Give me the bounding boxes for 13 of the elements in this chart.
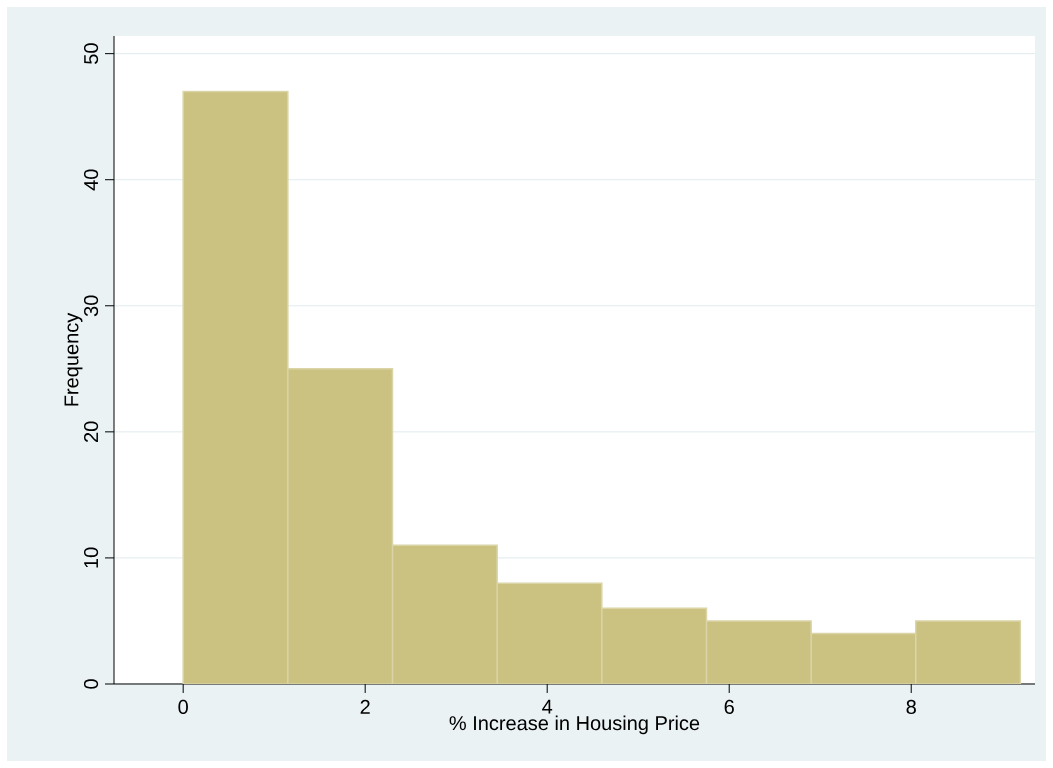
y-tick-label: 20 [83, 421, 99, 442]
y-tick-label: 50 [83, 43, 99, 64]
x-tick-label: 4 [542, 699, 553, 714]
y-tick-label: 30 [83, 295, 99, 317]
x-tick-label: 0 [178, 699, 188, 715]
y-axis-title: Frequency [64, 312, 83, 406]
y-tick-label: 0 [83, 679, 99, 689]
x-axis-title: % Increase in Housing Price [449, 715, 700, 735]
y-tick-label: 40 [83, 169, 99, 191]
x-tick-label: 6 [724, 699, 734, 715]
x-tick-label: 8 [906, 699, 916, 715]
x-tick-label: 2 [360, 699, 370, 714]
y-tick-label: 10 [83, 547, 99, 568]
